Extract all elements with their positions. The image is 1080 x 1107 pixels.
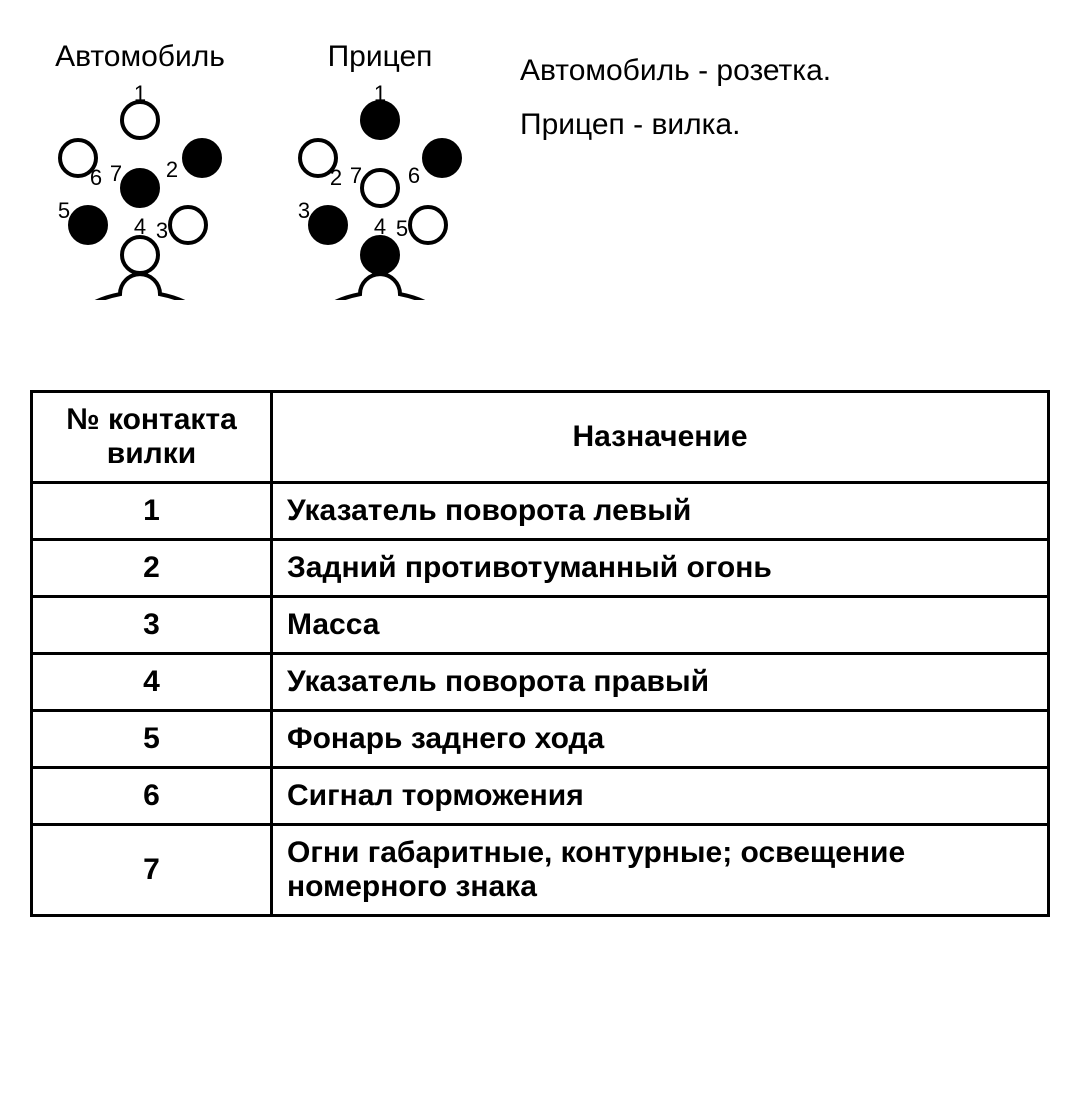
pin-circle xyxy=(310,207,346,243)
cell-contact-number: 4 xyxy=(32,654,272,711)
connector-block: Прицеп 1 6 54 327 xyxy=(270,40,490,300)
pin-number-label: 3 xyxy=(156,218,168,244)
pin-circle xyxy=(362,170,398,206)
table-row: 5Фонарь заднего хода xyxy=(32,711,1049,768)
cell-contact-number: 7 xyxy=(32,825,272,916)
top-section: Автомобиль1234567Прицеп1654327 Автомобил… xyxy=(30,40,1050,300)
connector-diagram: 1 6 54 327 xyxy=(270,80,490,300)
pin-number-label: 5 xyxy=(58,198,70,224)
cell-purpose: Фонарь заднего хода xyxy=(272,711,1049,768)
pin-number-label: 3 xyxy=(298,198,310,224)
cell-contact-number: 2 xyxy=(32,540,272,597)
pin-circle xyxy=(362,102,398,138)
pin-number-label: 2 xyxy=(330,165,342,191)
table-row: 7Огни габаритные, контурные; освещение н… xyxy=(32,825,1049,916)
pin-table: № контакта вилки Назначение 1Указатель п… xyxy=(30,390,1050,917)
connectors-row: Автомобиль1234567Прицеп1654327 xyxy=(30,40,490,300)
pin-number-label: 2 xyxy=(166,157,178,183)
pin-circle xyxy=(184,140,220,176)
pin-number-label: 1 xyxy=(374,81,386,107)
pin-circle xyxy=(122,102,158,138)
pin-circle xyxy=(424,140,460,176)
connector-title: Автомобиль xyxy=(55,40,225,74)
cell-purpose: Сигнал торможения xyxy=(272,768,1049,825)
table-header-contact: № контакта вилки xyxy=(32,392,272,483)
pin-number-label: 7 xyxy=(350,163,362,189)
cell-purpose: Масса xyxy=(272,597,1049,654)
cell-contact-number: 3 xyxy=(32,597,272,654)
pin-circle xyxy=(122,237,158,273)
pin-circle xyxy=(122,170,158,206)
connector-block: Автомобиль 1 2 34 567 xyxy=(30,40,250,300)
pin-number-label: 1 xyxy=(134,81,146,107)
pin-circle xyxy=(70,207,106,243)
pin-number-label: 4 xyxy=(134,214,146,240)
pin-circle xyxy=(410,207,446,243)
pin-circle xyxy=(362,237,398,273)
table-row: 1Указатель поворота левый xyxy=(32,483,1049,540)
side-description: Автомобиль - розетка. Прицеп - вилка. xyxy=(520,40,831,152)
side-line-2: Прицеп - вилка. xyxy=(520,98,831,152)
pin-number-label: 6 xyxy=(90,165,102,191)
cell-contact-number: 1 xyxy=(32,483,272,540)
cell-contact-number: 6 xyxy=(32,768,272,825)
table-row: 3Масса xyxy=(32,597,1049,654)
table-row: 6Сигнал торможения xyxy=(32,768,1049,825)
pin-circle xyxy=(170,207,206,243)
connector-diagram: 1 2 34 567 xyxy=(30,80,250,300)
pin-number-label: 7 xyxy=(110,161,122,187)
cell-purpose: Задний противотуманный огонь xyxy=(272,540,1049,597)
pin-number-label: 4 xyxy=(374,214,386,240)
connector-title: Прицеп xyxy=(328,40,433,74)
table-row: 4Указатель поворота правый xyxy=(32,654,1049,711)
pin-number-label: 5 xyxy=(396,216,408,242)
table-body: 1Указатель поворота левый2Задний противо… xyxy=(32,483,1049,916)
cell-purpose: Огни габаритные, контурные; освещение но… xyxy=(272,825,1049,916)
table-row: 2Задний противотуманный огонь xyxy=(32,540,1049,597)
cell-purpose: Указатель поворота левый xyxy=(272,483,1049,540)
pin-number-label: 6 xyxy=(408,163,420,189)
cell-contact-number: 5 xyxy=(32,711,272,768)
side-line-1: Автомобиль - розетка. xyxy=(520,44,831,98)
cell-purpose: Указатель поворота правый xyxy=(272,654,1049,711)
table-header-purpose: Назначение xyxy=(272,392,1049,483)
